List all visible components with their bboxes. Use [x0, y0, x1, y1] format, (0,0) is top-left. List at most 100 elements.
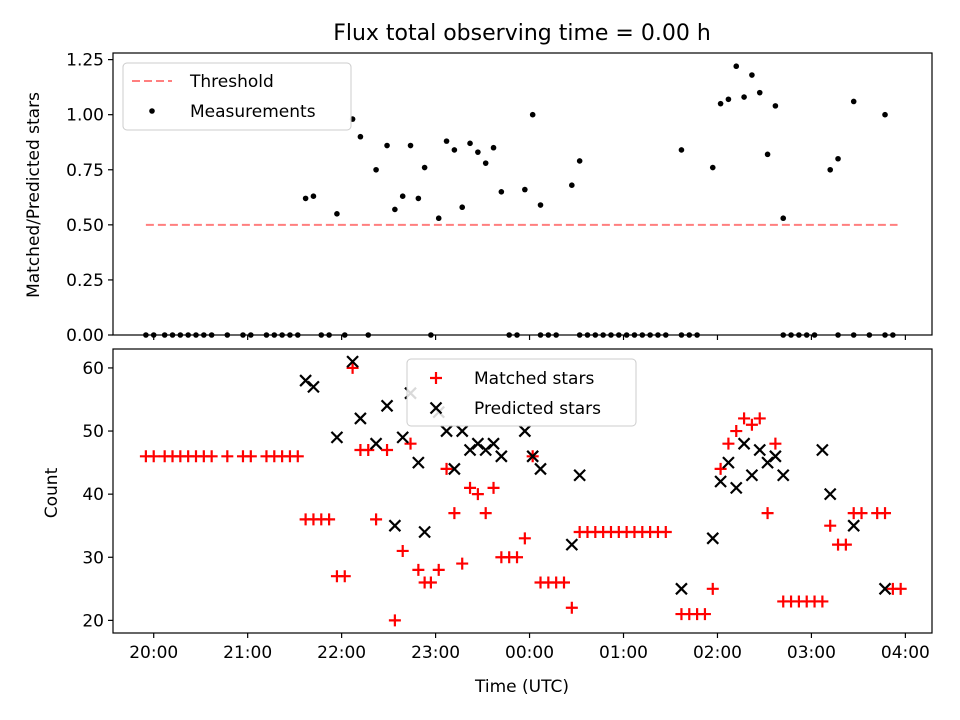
predicted-star-point	[573, 468, 586, 482]
predicted-star-point	[526, 450, 539, 463]
legend-matched-label: Matched stars	[474, 369, 594, 389]
predicted-star-point	[706, 532, 720, 545]
predicted-star-point	[534, 462, 547, 476]
measurement-point	[553, 332, 559, 338]
matched-star-point	[761, 507, 774, 520]
matched-star-point	[338, 570, 351, 583]
bottom-plot: 20 30 40 50 60 20:00 21:00 22:00 23:00 00:00 01:00…	[82, 348, 933, 663]
measurement-point	[326, 332, 332, 338]
legend-predicted-label: Predicted stars	[474, 399, 601, 419]
predicted-star-point	[518, 424, 532, 438]
measurement-point	[592, 332, 599, 338]
matched-star-point	[722, 437, 735, 450]
measurement-point	[576, 158, 583, 164]
predicted-star-point	[354, 412, 367, 425]
matched-star-point	[323, 513, 336, 526]
legend-frame	[122, 62, 352, 131]
matched-star-point	[448, 507, 461, 520]
measurement-point	[482, 160, 489, 166]
measurement-point	[576, 332, 583, 338]
measurement-point	[294, 332, 301, 338]
matched-star-point	[396, 544, 409, 557]
measurement-point	[490, 144, 497, 151]
matched-star-point	[464, 481, 477, 494]
measurement-point	[208, 332, 215, 338]
measurement-point	[866, 332, 873, 338]
matched-star-point	[471, 488, 484, 501]
measurement-point	[686, 332, 693, 338]
predicted-star-point	[396, 431, 409, 444]
measurement-point	[890, 332, 896, 338]
measurement-point	[882, 332, 888, 338]
matched-star-point	[479, 507, 492, 520]
measurement-point	[161, 332, 168, 338]
matched-star-point	[698, 608, 711, 621]
matched-star-point	[855, 507, 868, 520]
measurement-point	[835, 155, 841, 162]
predicted-star-point	[722, 456, 735, 469]
measurement-point	[451, 147, 458, 153]
measurement-point	[811, 332, 818, 338]
matched-star-point	[487, 481, 500, 494]
measurement-point	[756, 89, 763, 96]
measurement-point	[421, 164, 428, 171]
matched-star-point	[557, 576, 570, 589]
top-y-axis-label: Matched/Predicted stars	[24, 92, 44, 298]
matched-star-point	[221, 450, 234, 463]
predicted-star-point	[816, 443, 829, 457]
measurement-point	[608, 332, 614, 338]
matched-star-point	[894, 582, 907, 595]
legend-measurement-label: Measurements	[190, 102, 316, 122]
measurement-point	[639, 332, 646, 338]
matched-star-point	[753, 412, 766, 425]
measurement-point	[709, 164, 716, 171]
predicted-star-point	[448, 462, 461, 476]
y-tick-label: 0.75	[66, 161, 104, 181]
chart-title: Flux total observing time = 0.00 h	[333, 21, 711, 46]
predicted-star-point	[307, 380, 320, 394]
matched-star-point	[440, 462, 453, 475]
y-tick-label: 0.00	[66, 326, 104, 346]
predicted-star-point	[714, 475, 727, 488]
measurement-point	[415, 195, 422, 202]
measurement-point	[733, 63, 740, 70]
predicted-star-point	[737, 437, 751, 450]
legend-frame	[406, 358, 637, 427]
predicted-star-point	[753, 443, 767, 457]
measurement-point	[529, 111, 536, 118]
measurement-point	[882, 111, 888, 118]
predicted-star-point	[346, 355, 359, 368]
legend-bottom: Matched stars Predicted stars	[406, 358, 637, 427]
legend-threshold-label: Threshold	[189, 72, 274, 92]
matched-star-point	[291, 450, 304, 463]
x-tick-label: 00:00	[505, 643, 554, 663]
predicted-star-point	[675, 582, 688, 596]
predicted-star-point	[769, 450, 782, 463]
y-tick-label: 50	[82, 422, 104, 442]
matched-star-point	[244, 450, 257, 463]
matched-star-point	[205, 450, 218, 463]
predicted-star-point	[495, 450, 508, 463]
predicted-star-point	[455, 424, 469, 438]
matched-star-point	[879, 507, 892, 520]
measurement-point	[177, 332, 184, 338]
measurement-point	[584, 332, 591, 338]
x-tick-label: 22:00	[317, 643, 366, 663]
predicted-star-point	[776, 468, 790, 482]
measurement-point	[623, 332, 630, 338]
y-tick-label: 1.00	[66, 106, 104, 126]
matched-star-point	[511, 551, 524, 564]
measurement-point	[302, 195, 309, 202]
predicted-star-point	[418, 525, 431, 539]
measurement-point	[537, 202, 544, 208]
matched-star-point	[659, 526, 672, 539]
matched-star-point	[370, 513, 383, 526]
measurement-point	[545, 332, 552, 338]
matched-star-point	[346, 361, 359, 374]
predicted-star-point	[412, 456, 425, 469]
measurement-point	[662, 332, 669, 338]
y-tick-label: 0.25	[66, 271, 104, 291]
x-axis-label: Time (UTC)	[474, 677, 569, 697]
measurement-point	[631, 332, 638, 338]
matched-star-point	[412, 563, 425, 576]
